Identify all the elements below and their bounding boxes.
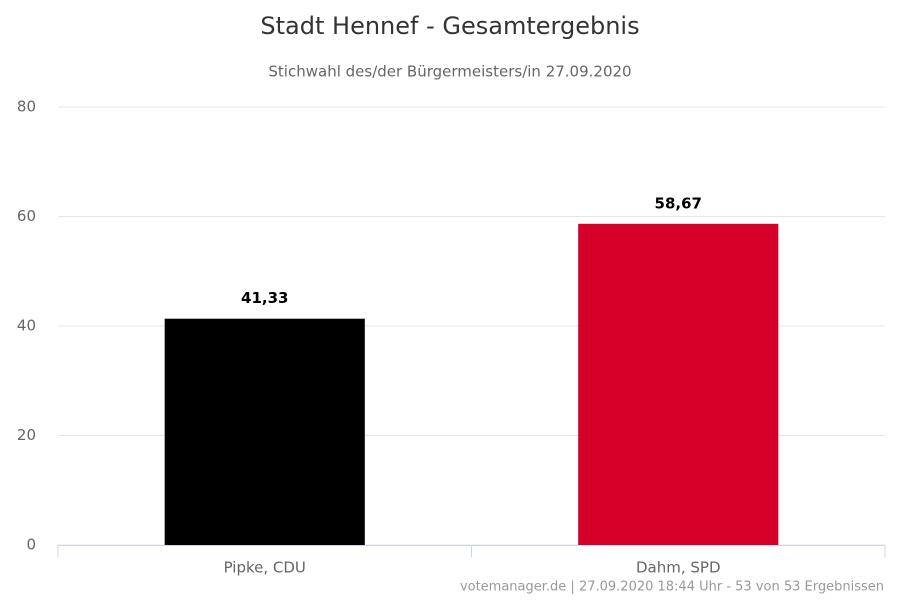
y-tick-label: 40 [17,317,36,335]
x-tick-label: Pipke, CDU [224,559,306,577]
credits: votemanager.de | 27.09.2020 18:44 Uhr - … [460,580,884,595]
chart-title: Stadt Hennef - Gesamtergebnis [260,12,639,40]
data-label: 41,33 [241,289,288,307]
y-tick-label: 60 [17,207,36,225]
y-tick-label: 0 [26,536,36,554]
bar [164,318,365,545]
bar [578,223,779,546]
x-tick-label: Dahm, SPD [636,559,721,577]
y-tick-label: 80 [17,98,36,116]
chart-subtitle: Stichwahl des/der Bürgermeisters/in 27.0… [268,63,631,81]
data-label: 58,67 [655,194,702,212]
y-tick-label: 20 [17,426,36,444]
